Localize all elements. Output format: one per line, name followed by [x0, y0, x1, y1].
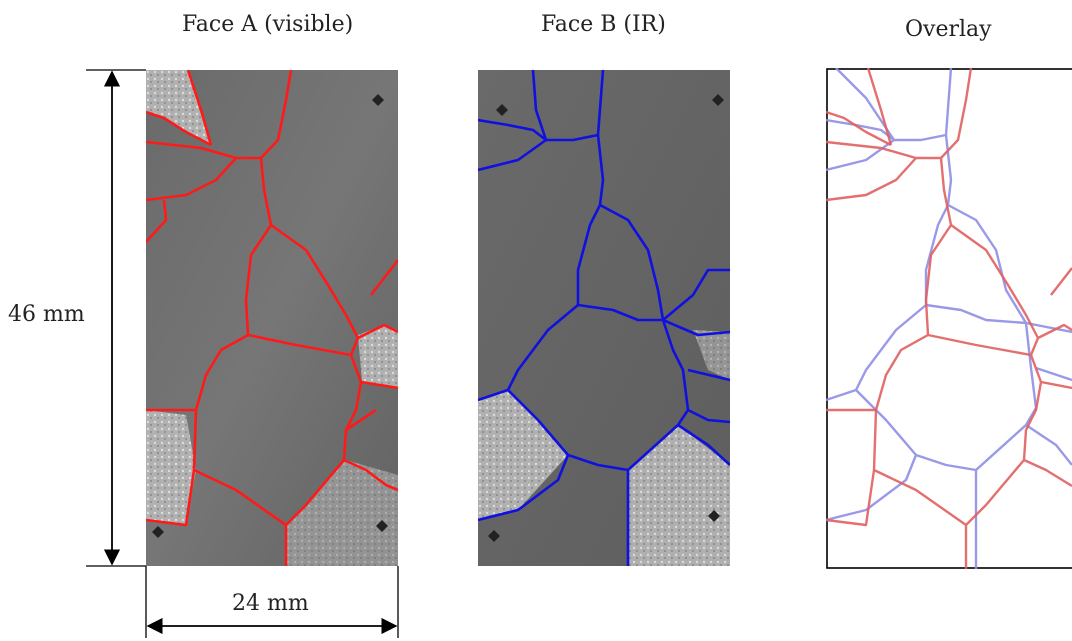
- indent-mark: [372, 94, 384, 106]
- light-grain: [478, 390, 568, 520]
- light-grain: [146, 70, 211, 145]
- light-grain: [693, 330, 730, 380]
- indent-mark: [708, 510, 720, 522]
- height-dimension-label: 46 mm: [8, 302, 85, 327]
- overlay-ir-boundaries: [826, 68, 1072, 569]
- overlay-frame: [826, 68, 1072, 569]
- indent-mark: [152, 526, 164, 538]
- light-grain: [358, 325, 398, 388]
- indent-mark: [712, 94, 724, 106]
- overlay-panel: [826, 68, 1072, 569]
- light-grain: [286, 460, 398, 566]
- overlay-visible-boundaries: [826, 68, 1072, 569]
- face-b-title: Face B (IR): [541, 12, 666, 37]
- face-b-grain-boundaries: [478, 70, 730, 566]
- light-grain: [146, 410, 196, 525]
- light-grain: [628, 425, 730, 566]
- face-b-specimen: [478, 70, 730, 566]
- width-dimension-label: 24 mm: [232, 591, 309, 616]
- overlay-title: Overlay: [905, 17, 992, 42]
- indent-mark: [488, 530, 500, 542]
- face-a-specimen: [146, 70, 398, 566]
- indent-mark: [496, 104, 508, 116]
- face-a-grain-boundaries: [146, 70, 398, 566]
- face-a-title: Face A (visible): [182, 12, 354, 37]
- indent-mark: [376, 520, 388, 532]
